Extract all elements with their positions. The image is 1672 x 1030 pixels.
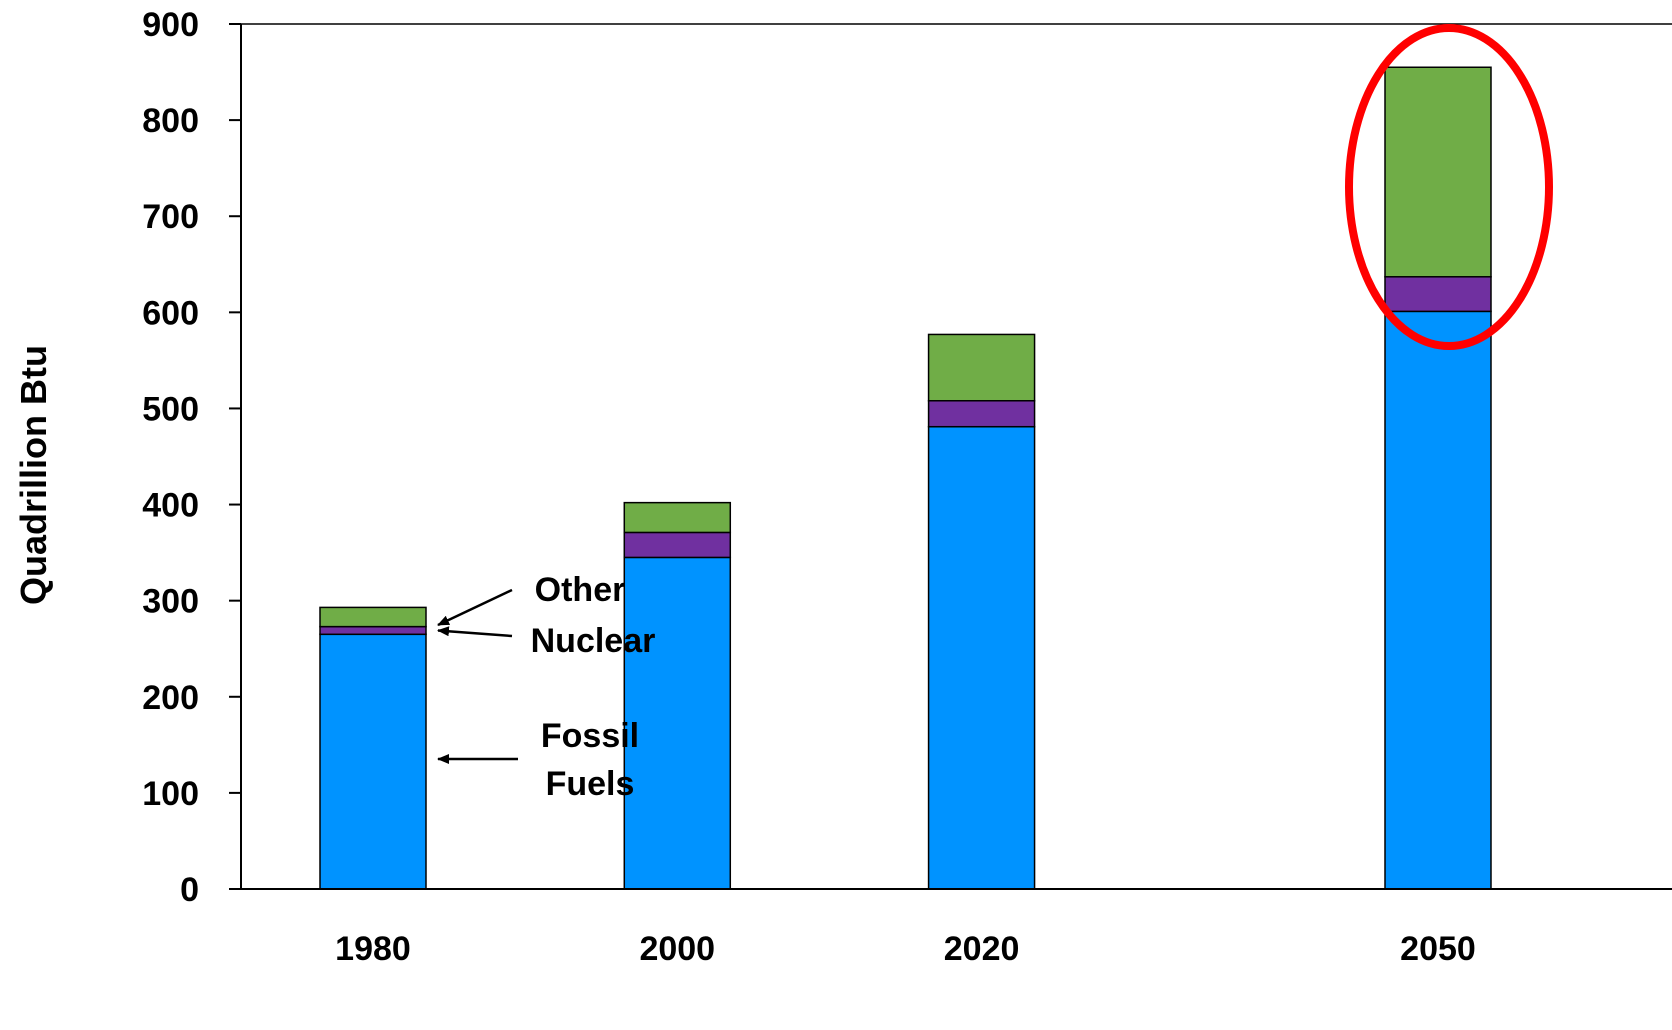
- highlight-layer: [1345, 24, 1553, 350]
- y-tick-label: 800: [142, 102, 199, 140]
- bar-segment-nuclear-1980: [319, 625, 427, 636]
- annotation-arrow: [437, 588, 513, 627]
- y-tick-label: 200: [142, 679, 199, 717]
- annotation-label: Fossil: [541, 717, 639, 755]
- y-axis-title: Quadrillion Btu: [13, 345, 54, 605]
- bar-segment-fossil-fuels-2020: [927, 425, 1036, 890]
- y-axis-ticks: 0 100 200 300 400 500 600 700 800 900: [142, 6, 241, 909]
- x-axis-ticks: 1980 2000 2020 2050: [335, 930, 1476, 968]
- x-tick-label: 1980: [335, 930, 411, 968]
- x-tick-label: 2020: [944, 930, 1020, 968]
- axes: [240, 23, 1672, 890]
- annotation-label: Nuclear: [531, 622, 656, 660]
- bar-segment-nuclear-2020: [927, 400, 1036, 428]
- bar-segment-fossil-fuels-2000: [623, 556, 732, 890]
- x-tick-label: 2050: [1400, 930, 1476, 968]
- x-tick-label: 2000: [639, 930, 715, 968]
- y-tick-label: 600: [142, 294, 199, 332]
- y-tick-label: 700: [142, 198, 199, 236]
- bar-segment-fossil-fuels-2050: [1384, 310, 1492, 890]
- y-tick-label: 500: [142, 390, 199, 428]
- bar-segment-fossil-fuels-1980: [319, 633, 427, 890]
- annotation-label: Other: [535, 571, 626, 609]
- bars: [319, 66, 1492, 890]
- annotation-label: Fuels: [546, 765, 635, 803]
- y-tick-label: 400: [142, 487, 199, 525]
- bar-segment-other-2020: [927, 333, 1036, 402]
- bar-segment-nuclear-2050: [1384, 276, 1492, 313]
- bar-segment-other-1980: [319, 606, 427, 628]
- bar-segment-nuclear-2000: [623, 531, 732, 559]
- y-tick-label: 900: [142, 6, 199, 44]
- annotations: Other Nuclear Fossil Fuels: [437, 571, 656, 803]
- highlight-ellipse: [1345, 24, 1553, 350]
- annotation-arrow: [437, 626, 513, 638]
- y-tick-label: 300: [142, 583, 199, 621]
- bar-segment-other-2050: [1384, 66, 1492, 278]
- y-tick-label: 100: [142, 775, 199, 813]
- y-tick-label: 0: [180, 871, 199, 909]
- bar-segment-other-2000: [623, 501, 732, 534]
